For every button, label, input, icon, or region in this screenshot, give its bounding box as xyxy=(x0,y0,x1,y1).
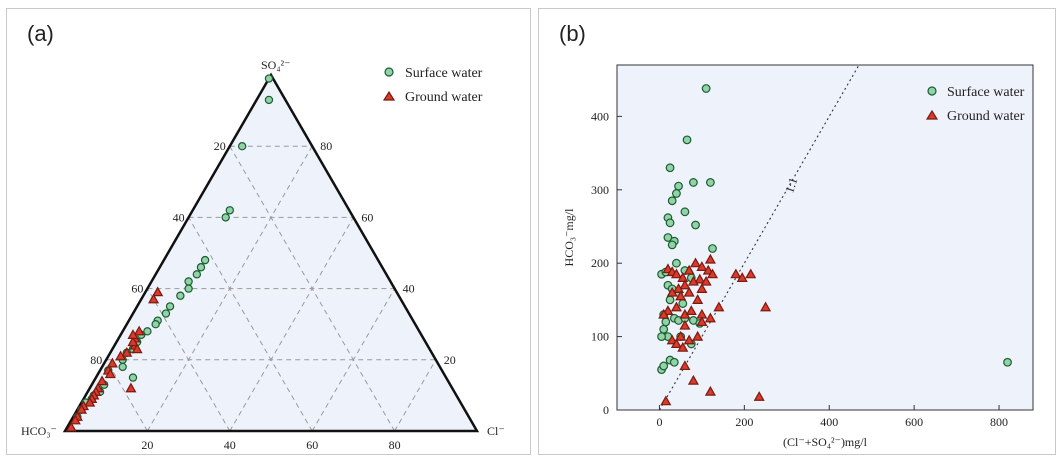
ternary-grid xyxy=(65,75,477,431)
tick-so4-20: 20 xyxy=(444,353,456,367)
surface-water-point xyxy=(690,179,698,187)
tick-so4-60: 60 xyxy=(361,210,373,224)
surface-water-point xyxy=(683,136,691,144)
ternary-panel: (a) 20 20 20 40 40 40 60 60 60 80 80 80 SO₄²⁻ HCO₃⁻… xyxy=(6,8,531,455)
surface-water-point xyxy=(177,292,184,299)
legend-label-surface: Surface water xyxy=(947,85,1025,100)
surface-water-point xyxy=(666,219,674,227)
ternary-background xyxy=(65,75,477,431)
surface-water-point xyxy=(185,278,192,285)
ternary-plot-svg: 20 20 20 40 40 40 60 60 60 80 80 80 SO₄²⁻ HCO₃⁻ Cl⁻… xyxy=(7,9,530,454)
ternary-legend: Surface water Ground water xyxy=(384,66,483,105)
tick-cl-20: 20 xyxy=(141,438,153,452)
tick-cl-80: 80 xyxy=(389,438,401,452)
surface-water-point xyxy=(239,143,246,150)
surface-water-point xyxy=(673,259,681,267)
surface-water-point xyxy=(668,241,676,249)
x-tick-label: 200 xyxy=(735,415,753,429)
legend-label-ground: Ground water xyxy=(947,109,1025,124)
tick-hco3-60: 60 xyxy=(131,282,143,296)
surface-water-point xyxy=(185,285,192,292)
surface-water-point xyxy=(666,164,674,172)
x-tick-label: 800 xyxy=(990,415,1008,429)
x-tick-label: 400 xyxy=(820,415,838,429)
surface-water-point xyxy=(679,300,687,308)
legend-label-ground: Ground water xyxy=(405,90,483,105)
y-axis-label: HCO₃⁻mg/l xyxy=(562,208,576,267)
surface-water-point xyxy=(702,85,710,93)
tick-so4-80: 80 xyxy=(320,139,332,153)
surface-water-point xyxy=(197,264,204,271)
scatter-plot-svg: 0 200 400 600 8000100200300400 1:1 (Cl⁻+SO₄²… xyxy=(539,9,1055,454)
y-tick-label: 300 xyxy=(591,183,609,197)
legend-marker-ground xyxy=(384,92,394,100)
tick-hco3-80: 80 xyxy=(90,353,102,367)
surface-water-point xyxy=(265,75,272,82)
surface-water-point xyxy=(673,190,681,198)
tick-cl-60: 60 xyxy=(306,438,318,452)
surface-water-point xyxy=(709,245,717,253)
surface-water-point xyxy=(671,358,679,366)
vertex-label-hco3: HCO₃⁻ xyxy=(21,424,57,438)
tick-hco3-20: 20 xyxy=(214,139,226,153)
surface-water-point xyxy=(265,96,272,103)
x-axis-label: (Cl⁻+SO₄²⁻)mg/l xyxy=(783,435,868,449)
surface-water-point xyxy=(660,362,668,370)
vertex-label-cl: Cl⁻ xyxy=(487,424,505,438)
legend-marker-surface xyxy=(385,68,393,76)
surface-water-point xyxy=(675,182,683,190)
surface-water-point xyxy=(201,257,208,264)
tick-so4-40: 40 xyxy=(403,282,415,296)
x-tick-label: 600 xyxy=(905,415,923,429)
surface-water-point xyxy=(152,321,159,328)
surface-water-point xyxy=(668,197,676,205)
tick-cl-40: 40 xyxy=(224,438,236,452)
surface-water-point xyxy=(660,325,668,333)
surface-water-point xyxy=(707,179,715,187)
surface-water-point xyxy=(681,208,689,216)
surface-water-point xyxy=(658,333,666,341)
surface-water-point xyxy=(222,214,229,221)
surface-water-point xyxy=(692,221,700,229)
vertex-label-so4: SO₄²⁻ xyxy=(261,58,290,72)
y-tick-label: 200 xyxy=(591,256,609,270)
surface-water-point xyxy=(129,374,136,381)
surface-water-point xyxy=(166,303,173,310)
surface-water-point xyxy=(162,310,169,317)
tick-hco3-40: 40 xyxy=(173,210,185,224)
scatter-panel: (b) 0 200 400 600 800 0 100 200 300 400 1:1 (Cl⁻+… xyxy=(538,8,1056,455)
surface-water-point xyxy=(666,296,674,304)
y-tick-label: 400 xyxy=(591,109,609,123)
legend-label-surface: Surface water xyxy=(405,66,483,81)
surface-water-point xyxy=(226,207,233,214)
y-tick-label: 100 xyxy=(591,330,609,344)
legend-marker-surface xyxy=(928,87,936,95)
y-tick-label: 0 xyxy=(603,403,609,417)
surface-water-point xyxy=(193,271,200,278)
surface-water-point xyxy=(662,318,670,326)
x-tick-label: 0 xyxy=(656,415,662,429)
surface-water-point xyxy=(1004,358,1012,366)
surface-water-point xyxy=(119,363,126,370)
